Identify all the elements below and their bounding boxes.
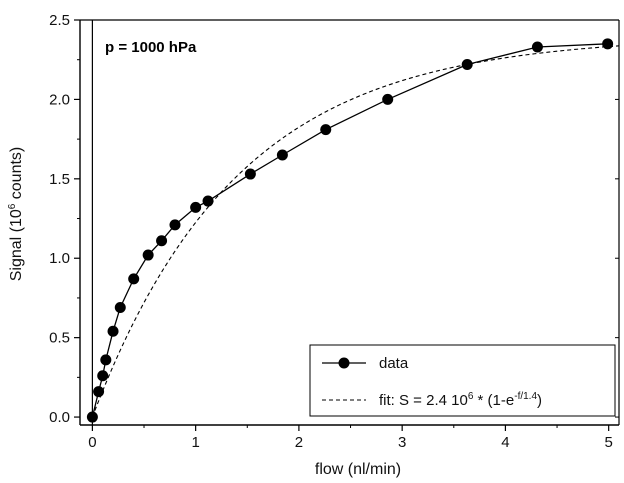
x-tick-label: 4	[501, 434, 509, 451]
y-axis-title-pre: Signal (10	[8, 209, 25, 281]
y-axis-title-post: counts)	[8, 147, 25, 204]
legend-data-label: data	[379, 355, 409, 372]
x-tick-label: 0	[88, 434, 96, 451]
legend-fit-prefix: fit: S = 2.4 10	[379, 392, 468, 409]
data-point	[128, 273, 140, 285]
x-axis-title: flow (nl/min)	[315, 461, 401, 478]
data-point	[93, 386, 105, 398]
y-tick-label: 0.5	[49, 330, 70, 347]
data-point	[142, 249, 154, 261]
data-point	[100, 354, 112, 366]
y-tick-label: 2.5	[49, 12, 70, 29]
data-point	[244, 168, 256, 180]
data-point	[382, 93, 394, 105]
data-point	[169, 219, 181, 231]
legend-fit-exponent-2: -f/1.4	[514, 391, 537, 402]
y-axis-title: Signal (106 counts)	[7, 147, 25, 282]
legend-fit-suffix: )	[537, 392, 542, 409]
data-point	[602, 38, 614, 50]
legend-fit-exponent: 6	[468, 391, 474, 402]
pressure-annotation: p = 1000 hPa	[105, 39, 197, 56]
data-point	[276, 149, 288, 161]
y-axis-title-exponent: 6	[7, 203, 18, 209]
legend-fit-mid: * (1-e	[473, 392, 514, 409]
y-tick-label: 2.0	[49, 91, 70, 108]
y-tick-label: 1.5	[49, 171, 70, 188]
data-point	[531, 41, 543, 53]
data-point	[190, 201, 202, 213]
y-tick-label: 1.0	[49, 250, 70, 267]
x-tick-label: 3	[398, 434, 406, 451]
legend: data fit: S = 2.4 106 * (1-e-f/1.4)	[309, 344, 616, 417]
x-tick-label: 2	[295, 434, 303, 451]
data-point	[97, 370, 109, 382]
x-tick-label: 1	[191, 434, 199, 451]
legend-box	[309, 344, 616, 417]
data-point	[114, 301, 126, 313]
legend-data-marker	[338, 357, 350, 369]
data-point	[461, 58, 473, 70]
y-tick-label: 0.0	[49, 409, 70, 426]
data-point	[320, 124, 332, 136]
legend-fit-label: fit: S = 2.4 106 * (1-e-f/1.4)	[379, 391, 542, 409]
x-tick-label: 5	[605, 434, 613, 451]
data-point	[107, 325, 119, 337]
plot-marks: 0 1 2 3 4 5 0.0 0.5 1.0 1.5 2.0 2.5	[49, 12, 620, 451]
data-point	[202, 195, 214, 207]
data-point	[86, 411, 98, 423]
data-point	[156, 235, 168, 247]
